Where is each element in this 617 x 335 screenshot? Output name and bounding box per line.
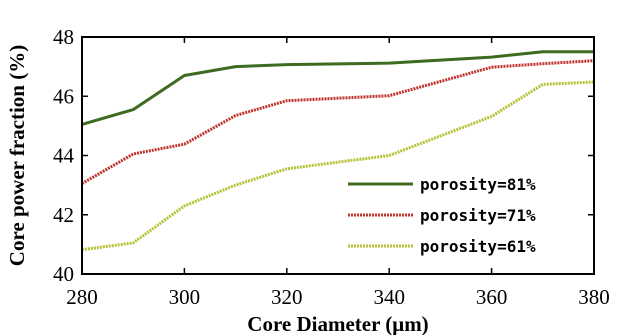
x-tick-label: 320 — [271, 285, 303, 309]
y-tick-label: 46 — [53, 84, 74, 108]
plot-lines — [81, 50, 595, 252]
axis-ticks: 280 300 320 340 360 380 40 42 44 46 48 — [53, 25, 610, 309]
x-tick-label: 280 — [66, 285, 98, 309]
series-line-3 — [81, 80, 595, 252]
y-tick-label: 48 — [53, 25, 74, 49]
x-tick-label: 340 — [373, 285, 405, 309]
x-tick-label: 300 — [169, 285, 201, 309]
x-tick-label: 380 — [578, 285, 610, 309]
y-tick-label: 42 — [53, 203, 74, 227]
series-line-1 — [81, 50, 594, 126]
y-axis-label: Core power fraction (%) — [5, 45, 29, 266]
x-axis-label: Core Diameter (μm) — [247, 312, 428, 335]
y-tick-label: 44 — [53, 144, 75, 168]
x-tick-label: 360 — [476, 285, 508, 309]
legend-label-3: porosity=61% — [420, 237, 536, 256]
legend-label-1: porosity=81% — [420, 175, 536, 194]
y-tick-label: 40 — [53, 262, 74, 286]
legend-label-2: porosity=71% — [420, 206, 536, 225]
series-line-2 — [81, 59, 595, 185]
legend: porosity=81% porosity=71% porosity=61% — [348, 175, 536, 256]
